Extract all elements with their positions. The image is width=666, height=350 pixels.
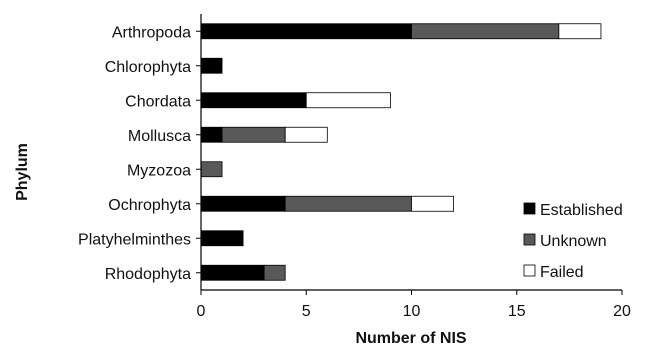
bar-segment-myzozoa-unknown [200, 161, 223, 178]
axes-layer [196, 14, 623, 295]
y-tick-label: Chordata [125, 93, 191, 110]
y-tick-label: Platyhelminthes [78, 231, 191, 248]
y-tick-label: Myzozoa [127, 162, 191, 179]
y-tick-label: Chlorophyta [105, 59, 191, 76]
x-axis-title: Number of NIS [355, 330, 466, 347]
legend-label-failed: Failed [540, 264, 584, 281]
bar-segment-mollusca-failed [284, 126, 328, 143]
bar-segment-rhodophyta-established [200, 264, 265, 281]
legend-swatch-unknown [523, 233, 536, 246]
bar-segment-mollusca-established [200, 126, 223, 143]
bar-segment-arthropoda-unknown [411, 23, 560, 40]
bar-segment-ochrophyta-failed [411, 195, 454, 212]
y-axis-title: Phylum [14, 143, 31, 201]
y-tick-label: Mollusca [128, 128, 191, 145]
bar-segment-mollusca-unknown [221, 126, 286, 143]
legend: Established Unknown Failed [523, 202, 623, 281]
bar-segment-ochrophyta-unknown [284, 195, 412, 212]
x-tick-label: 10 [403, 303, 421, 320]
bars-layer [200, 23, 602, 281]
bar-segment-chordata-established [200, 92, 307, 109]
x-tick-label: 15 [508, 303, 526, 320]
bar-segment-chordata-failed [305, 92, 391, 109]
y-tick-label: Rhodophyta [105, 266, 191, 283]
bar-segment-arthropoda-failed [558, 23, 602, 40]
x-tick-label: 20 [613, 303, 631, 320]
legend-swatch-established [523, 202, 536, 215]
bar-segment-rhodophyta-unknown [263, 264, 286, 281]
x-tick-label: 5 [302, 303, 311, 320]
labels-layer: Arthropoda Chlorophyta Chordata Mollusca Myz… [78, 24, 631, 320]
y-tick-label: Ochrophyta [108, 197, 191, 214]
y-tick-label: Arthropoda [112, 24, 191, 41]
bar-segment-arthropoda-established [200, 23, 412, 40]
bar-segment-ochrophyta-established [200, 195, 286, 212]
legend-label-established: Established [540, 202, 623, 219]
x-tick-label: 0 [197, 303, 206, 320]
legend-swatch-failed [523, 264, 536, 277]
bar-segment-platyhelminthes-established [200, 230, 244, 247]
legend-label-unknown: Unknown [540, 233, 607, 250]
bar-segment-chlorophyta-established [200, 57, 223, 74]
